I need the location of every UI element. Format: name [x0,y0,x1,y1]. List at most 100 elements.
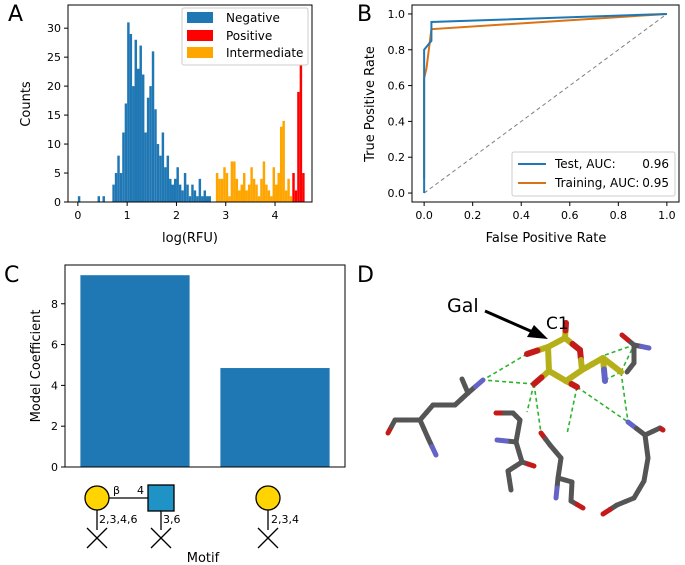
histogram-bar-negative [193,190,197,202]
roc-panel: 0.0 0.2 0.4 0.6 0.8 1.0 0.0 0.2 0.4 0.6 0.8 1.0 Fal… [363,4,680,246]
x-tick-label: 2 [173,209,180,222]
histogram-bar-positive [302,173,305,202]
histogram-bar-negative [154,109,157,202]
histogram-bar-negative [173,178,177,202]
histogram-bar-intermediate [233,161,236,202]
roc-xlabel: False Positive Rate [486,231,607,246]
histogram-bar-intermediate [262,161,266,202]
legend-swatch-negative [187,12,213,23]
histogram-bar-intermediate [265,184,268,202]
histogram-bar-intermediate [275,184,278,202]
histogram-bar-intermediate [220,178,224,202]
histogram-bar-intermediate [225,173,229,202]
legend-swatch-positive [187,30,213,41]
y-tick-label: 0 [54,196,61,209]
histogram-bar-negative [196,196,199,202]
y-tick-label: 1.0 [388,8,406,21]
y-tick-label: 0.2 [388,151,406,164]
protein-residues [385,332,666,517]
y-tick-label: 6 [51,339,58,352]
histogram-bar-negative [176,167,179,202]
motif-gal: 2,3,4 [255,485,299,549]
legend-label-test: Test, AUC: [554,157,616,171]
histogram-bar-intermediate [257,196,261,202]
histogram-bar-negative [183,173,187,202]
histogram-bar-negative [178,184,182,202]
histogram-bar-negative [114,173,118,202]
x-tick-label: 4 [272,209,279,222]
cross-icon [86,527,108,549]
y-tick-label: 15 [47,109,61,122]
histogram-bar-negative [129,33,133,203]
histogram-bar-negative [201,196,204,202]
coefficient-ylabel: Model Coefficient [29,310,44,423]
galactose-circle-icon [84,485,110,511]
histogram-bar-negative [112,184,115,202]
histogram-bar-negative [144,132,147,202]
y-tick-label: 20 [47,80,61,93]
motif-gal-glcnac: β 4 2,3,4,6 3,6 [84,484,181,549]
galactose-circle-icon [255,485,281,511]
histogram-bar-negative [117,155,120,202]
histogram-bar-positive [292,173,295,202]
histogram-bar-intermediate [230,161,234,202]
histogram-bar-positive [294,190,298,202]
histogram-bar-negative [181,190,184,202]
histogram-xlabel: log(RFU) [162,231,218,246]
glcnac-square-icon [147,484,175,512]
histogram-bar-intermediate [270,196,273,202]
roc-curve-chance [423,13,668,194]
histogram-bar-negative [159,155,162,202]
coefficient-xlabel: Motif [187,551,220,565]
y-tick-label: 5 [54,167,61,180]
panel-label-a: A [8,2,24,27]
histogram-bar-negative [132,86,135,202]
histogram-bar-intermediate [287,178,290,202]
histogram-bar-intermediate [215,173,219,202]
histogram-bar-intermediate [247,184,251,202]
legend-label-positive: Positive [226,29,272,43]
histogram-bar-intermediate [289,196,293,202]
x-tick-label: 0.6 [561,209,579,222]
legend-label-intermediate: Intermediate [226,46,303,60]
histogram-bar-negative [77,196,81,202]
y-tick-label: 0.4 [388,115,406,128]
histogram-bar-negative [188,196,192,202]
histogram-bar-negative [97,196,101,202]
histogram-bar-positive [299,10,303,203]
linkage-beta: β [113,484,120,497]
x-tick-label: 3 [222,209,229,222]
y-tick-label: 0.0 [388,187,406,200]
histogram-bar-intermediate [260,178,263,202]
x-tick-label: 0 [74,209,81,222]
histogram-bar-intermediate [279,126,283,202]
legend-auc-test: 0.96 [642,157,669,171]
x-tick-label: 0.4 [512,209,530,222]
y-tick-label: 8 [51,298,58,311]
histogram-bar-negative [206,196,209,202]
gal-substitution-sites-2: 2,3,4 [271,513,299,526]
hydrogen-bonds [482,344,635,435]
cross-icon [150,527,172,549]
coefficient-bar [80,275,190,467]
y-tick-label: 30 [47,22,61,35]
histogram-bar-intermediate [250,167,253,202]
histogram-bar-negative [203,190,207,202]
histogram-bar-negative [208,196,211,202]
histogram-bar-intermediate [267,190,271,202]
x-tick-label: 1.0 [658,209,676,222]
histogram-bar-negative [124,103,128,202]
histogram-bar-negative [156,144,160,202]
gal-label: Gal [447,295,479,317]
y-tick-label: 2 [51,420,58,433]
histogram-bar-negative [191,184,194,202]
histogram-bar-negative [127,22,130,202]
histogram-bar-negative [151,51,155,203]
histogram-bar-negative [134,39,138,202]
histogram-bar-negative [169,178,172,202]
histogram-bar-intermediate [218,178,221,202]
histogram-ylabel: Counts [19,81,34,127]
x-tick-label: 0.8 [610,209,628,222]
histogram-bar-negative [186,184,189,202]
